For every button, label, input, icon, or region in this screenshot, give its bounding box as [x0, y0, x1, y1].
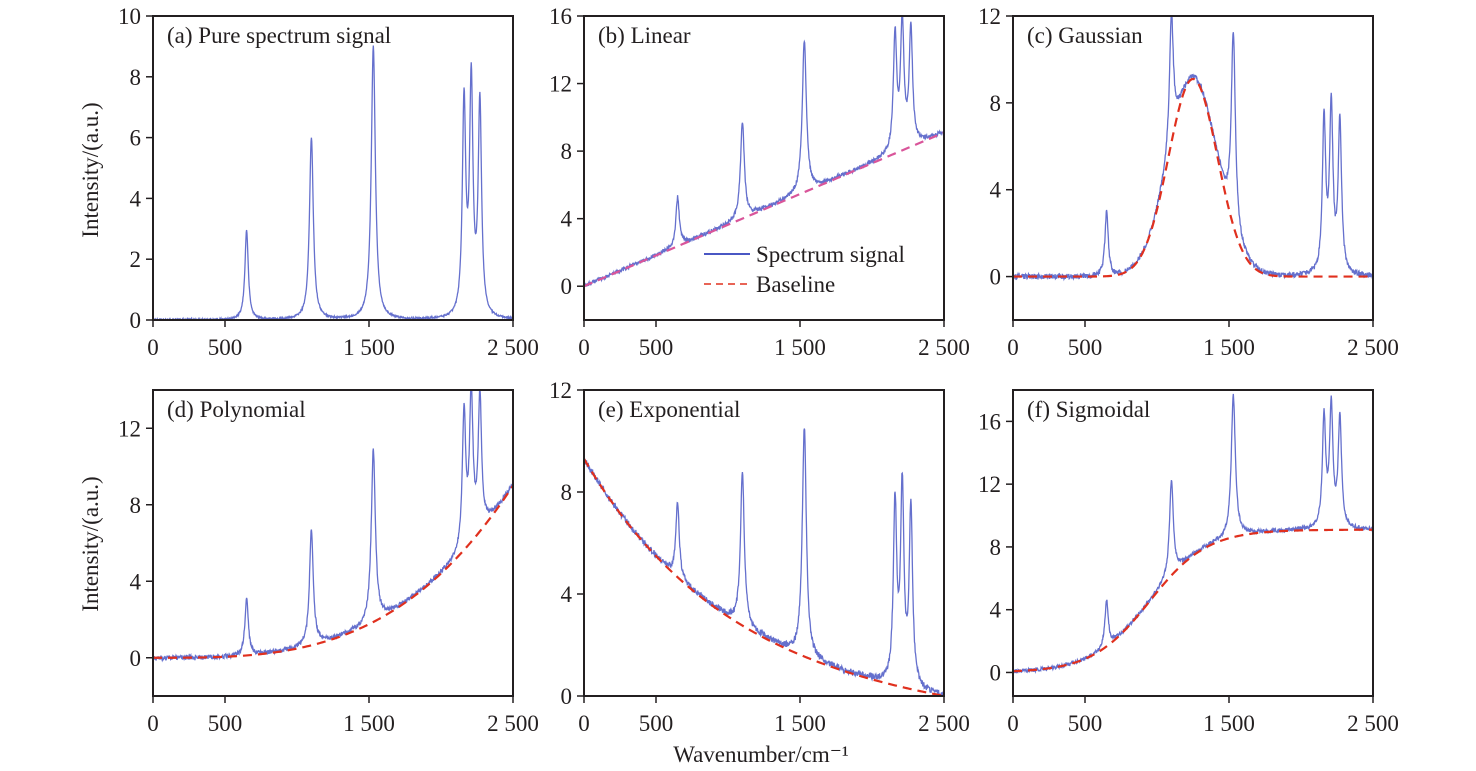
panel-title-b: (b) Linear — [598, 23, 691, 48]
plot-frame-d — [152, 389, 514, 697]
x-tick-label-f-1: 500 — [1068, 711, 1103, 736]
x-tick-label-b-1: 500 — [639, 335, 674, 360]
y-tick-label-a-4: 8 — [130, 65, 142, 90]
y-tick-label-d-2: 8 — [130, 493, 142, 518]
plot-frame-b — [583, 15, 945, 321]
x-tick-label-c-0: 0 — [1007, 335, 1019, 360]
y-tick-label-f-2: 8 — [990, 535, 1002, 560]
x-tick-label-e-3: 2 500 — [918, 711, 970, 736]
y-tick-label-f-0: 0 — [990, 660, 1002, 685]
panel-f: 0 4 8 12 16 0 500 1 500 2 500 (f) Sigmoidal — [978, 389, 1399, 736]
y-tick-label-c-1: 4 — [990, 178, 1002, 203]
x-tick-label-f-2: 1 500 — [1203, 711, 1255, 736]
panel-title-e: (e) Exponential — [598, 397, 740, 422]
y-tick-label-f-1: 4 — [990, 598, 1002, 623]
y-tick-label-c-0: 0 — [990, 265, 1002, 290]
x-tick-label-a-2: 1 500 — [343, 335, 395, 360]
y-tick-label-b-3: 12 — [549, 72, 572, 97]
x-tick-label-e-2: 1 500 — [774, 711, 826, 736]
plot-frame-f — [1012, 389, 1374, 697]
plot-frame-e — [583, 389, 945, 697]
y-tick-label-e-1: 4 — [561, 582, 573, 607]
panel-title-f: (f) Sigmoidal — [1027, 397, 1150, 422]
legend: Spectrum signal Baseline — [704, 242, 905, 297]
y-tick-label-c-3: 12 — [978, 4, 1001, 29]
y-axis-title-bottom: Intensity/(a.u.) — [78, 476, 103, 611]
panel-title-d: (d) Polynomial — [167, 397, 306, 422]
x-tick-label-f-0: 0 — [1007, 711, 1019, 736]
y-tick-label-a-3: 6 — [130, 126, 142, 151]
y-tick-label-b-1: 4 — [561, 207, 573, 232]
x-tick-label-d-0: 0 — [147, 711, 159, 736]
y-tick-label-b-4: 16 — [549, 4, 572, 29]
x-tick-label-c-2: 1 500 — [1203, 335, 1255, 360]
y-tick-label-b-2: 8 — [561, 139, 573, 164]
baseline-line-b — [584, 131, 944, 288]
panel-c: 0 4 8 12 0 500 1 500 2 500 (c) Gaussian — [978, 4, 1399, 360]
plot-frame-a — [152, 15, 514, 321]
baseline-line-d — [153, 485, 513, 659]
x-tick-label-b-3: 2 500 — [918, 335, 970, 360]
x-tick-label-a-3: 2 500 — [487, 335, 539, 360]
y-axis-title-top: Intensity/(a.u.) — [78, 102, 103, 237]
panels: 0 2 4 6 8 10 0 500 1 500 2 500 (a) Pure spectrum s… — [118, 4, 1399, 736]
spectrum-line-e — [584, 428, 944, 696]
y-tick-label-e-2: 8 — [561, 480, 573, 505]
y-tick-label-a-1: 2 — [130, 247, 142, 272]
y-tick-label-c-2: 8 — [990, 91, 1002, 116]
plot-frame-c — [1012, 15, 1374, 321]
y-tick-label-f-3: 12 — [978, 472, 1001, 497]
y-tick-label-d-3: 12 — [118, 416, 141, 441]
y-tick-label-a-2: 4 — [130, 186, 142, 211]
panel-a: 0 2 4 6 8 10 0 500 1 500 2 500 (a) Pure spectrum s… — [118, 4, 539, 360]
y-tick-label-b-0: 0 — [561, 274, 573, 299]
y-tick-label-e-3: 12 — [549, 378, 572, 403]
y-tick-label-a-5: 10 — [118, 4, 141, 29]
spectrum-line-d — [153, 390, 513, 663]
panel-title-a: (a) Pure spectrum signal — [167, 23, 391, 48]
baseline-line-e — [584, 458, 944, 696]
legend-spectrum-label: Spectrum signal — [756, 242, 905, 267]
x-tick-label-e-0: 0 — [578, 711, 590, 736]
x-tick-label-d-3: 2 500 — [487, 711, 539, 736]
x-tick-label-c-1: 500 — [1068, 335, 1103, 360]
x-tick-label-d-2: 1 500 — [343, 711, 395, 736]
baseline-line-c — [1013, 77, 1373, 278]
panel-e: 0 4 8 12 0 500 1 500 2 500 (e) Exponential — [549, 378, 970, 736]
x-tick-label-c-3: 2 500 — [1347, 335, 1399, 360]
x-tick-label-f-3: 2 500 — [1347, 711, 1399, 736]
y-tick-label-f-4: 16 — [978, 409, 1001, 434]
x-tick-label-d-1: 500 — [208, 711, 243, 736]
y-tick-label-e-0: 0 — [561, 684, 573, 709]
spectrum-line-a — [153, 45, 513, 320]
spectrum-line-c — [1013, 16, 1373, 282]
y-tick-label-d-1: 4 — [130, 569, 142, 594]
spectrum-line-f — [1013, 393, 1373, 675]
legend-baseline-label: Baseline — [756, 272, 835, 297]
panel-title-c: (c) Gaussian — [1027, 23, 1143, 48]
y-tick-label-d-0: 0 — [130, 646, 142, 671]
x-tick-label-e-1: 500 — [639, 711, 674, 736]
baseline-line-f — [1013, 528, 1373, 673]
panel-b: 0 4 8 12 16 0 500 1 500 2 500 (b) Linear Spectrum … — [549, 4, 970, 360]
x-tick-label-a-1: 500 — [208, 335, 243, 360]
panel-d: 0 4 8 12 0 500 1 500 2 500 (d) Polynomial — [118, 389, 539, 736]
x-axis-title: Wavenumber/cm⁻¹ — [673, 742, 849, 767]
x-tick-label-b-0: 0 — [578, 335, 590, 360]
y-tick-label-a-0: 0 — [130, 308, 142, 333]
x-tick-label-b-2: 1 500 — [774, 335, 826, 360]
x-tick-label-a-0: 0 — [147, 335, 159, 360]
